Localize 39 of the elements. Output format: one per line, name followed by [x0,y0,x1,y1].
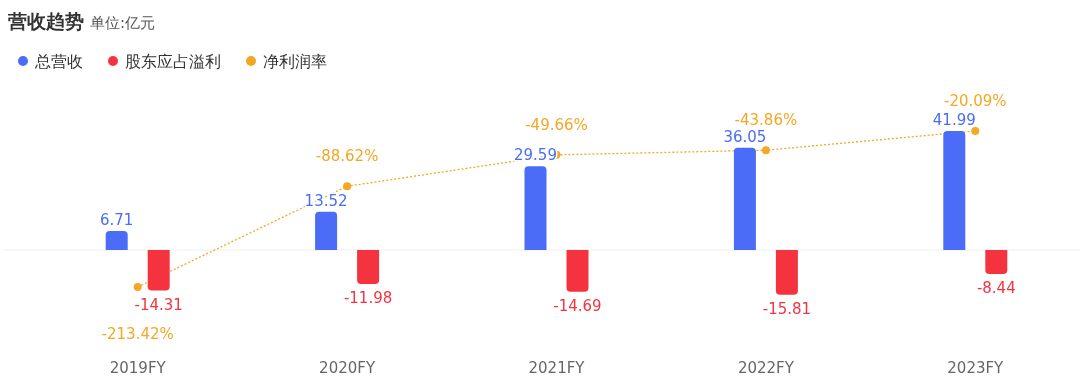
bar [566,250,589,292]
bar [733,147,756,250]
data-label: 13.52 [304,191,348,210]
chart-title: 营收趋势 [8,10,84,32]
x-tick-label: 2019FY [109,359,167,377]
x-tick-label: 2020FY [319,359,376,377]
data-label: 36.05 [723,127,767,146]
bar [775,250,798,295]
data-label: -14.31 [134,295,183,314]
point [761,146,770,155]
legend-label: 总营收 [34,52,83,71]
data-label: -49.66% [525,115,588,134]
data-label: -20.09% [944,92,1007,110]
legend-label: 股东应占溢利 [125,52,221,71]
point [343,182,352,191]
bar [524,166,547,250]
x-tick-label: 2023FY [947,359,1005,377]
bar [985,250,1008,274]
data-label: -8.44 [976,278,1016,297]
data-label: 6.71 [100,210,134,229]
bar [943,131,966,250]
bar [357,250,380,284]
point [133,283,142,291]
x-tick-label: 2021FY [528,359,586,377]
data-label: -11.98 [343,288,393,307]
bar [147,250,170,291]
data-label: 41.99 [932,111,976,129]
bar [315,211,338,250]
point [971,127,980,135]
data-label: -14.69 [553,296,602,315]
data-label: -43.86% [734,111,798,130]
chart-subtitle: 单位:亿元 [90,14,156,32]
股东应占溢利: -14.31 -11.98 -14.69 -15.81 -8.44 [134,250,1016,318]
bar [105,230,128,250]
legend-label: 净利润率 [263,52,327,71]
data-label: -88.62% [315,147,379,166]
data-label: -15.81 [762,299,812,318]
data-label: -213.42% [101,325,174,343]
x-tick-label: 2022FY [737,359,795,377]
